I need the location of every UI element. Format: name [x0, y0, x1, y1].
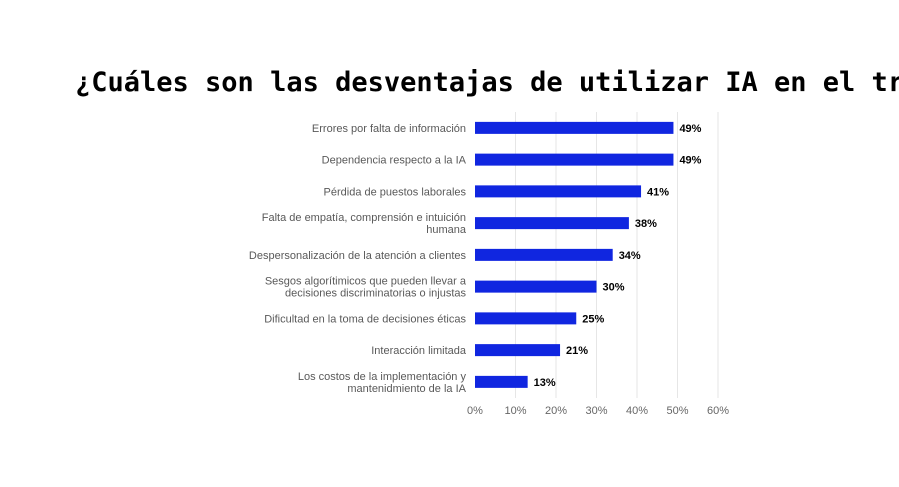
category-label-line: humana [426, 224, 467, 236]
bar [475, 217, 629, 230]
category-label: Sesgos algorítimicos que pueden llevar a… [265, 276, 467, 300]
bar [475, 344, 561, 357]
category-label: Dependencia respecto a la IA [322, 155, 467, 167]
category-label-line: Sesgos algorítimicos que pueden llevar a [265, 276, 467, 288]
bar [475, 248, 613, 261]
category-label: Falta de empatía, comprensión e intuició… [262, 212, 467, 236]
x-tick-label: 40% [626, 405, 648, 417]
bar [475, 375, 528, 388]
category-labels: Errores por falta de información Dependen… [249, 123, 467, 395]
x-tick-label: 20% [545, 405, 567, 417]
category-label: Los costos de la implementación ymanteni… [298, 371, 467, 395]
value-labels: 49% 49% 41% 38% 34% 30% 25% 21% 13% [534, 123, 702, 389]
category-label: Pérdida de puestos laborales [324, 186, 467, 198]
category-label-line: Errores por falta de información [312, 123, 466, 135]
bar [475, 280, 597, 293]
category-label-line: mantenidmiento de la IA [347, 383, 466, 395]
bar [475, 312, 577, 325]
x-tick-label: 30% [585, 405, 607, 417]
category-label: Interacción limitada [371, 345, 467, 357]
chart-title: ¿Cuáles son las desventajas de utilizar … [75, 67, 899, 98]
category-label-line: Pérdida de puestos laborales [324, 186, 467, 198]
category-label: Despersonalización de la atención a clie… [249, 250, 467, 262]
x-tick-label: 0% [467, 405, 483, 417]
category-label-line: Dependencia respecto a la IA [322, 155, 467, 167]
category-label: Errores por falta de información [312, 123, 466, 135]
value-label: 25% [582, 313, 604, 325]
category-label-line: Dificultad en la toma de decisiones étic… [264, 313, 466, 325]
category-label-line: Los costos de la implementación y [298, 371, 467, 383]
value-label: 41% [647, 186, 669, 198]
value-label: 30% [603, 282, 625, 294]
bars [475, 121, 674, 388]
value-label: 49% [679, 123, 701, 135]
value-label: 49% [679, 155, 701, 167]
category-label-line: Interacción limitada [371, 345, 467, 357]
bar [475, 185, 642, 198]
value-label: 13% [534, 377, 556, 389]
x-tick-label: 10% [504, 405, 526, 417]
x-axis-ticks: 0% 10% 20% 30% 40% 50% 60% [467, 405, 729, 417]
category-label-line: decisiones discriminatorias o injustas [285, 288, 466, 300]
category-label: Dificultad en la toma de decisiones étic… [264, 313, 466, 325]
category-label-line: Falta de empatía, comprensión e intuició… [262, 212, 466, 224]
value-label: 38% [635, 218, 657, 230]
bar [475, 121, 674, 134]
bar [475, 153, 674, 166]
x-tick-label: 50% [666, 405, 688, 417]
x-tick-label: 60% [707, 405, 729, 417]
value-label: 21% [566, 345, 588, 357]
value-label: 34% [619, 250, 641, 262]
category-label-line: Despersonalización de la atención a clie… [249, 250, 467, 262]
